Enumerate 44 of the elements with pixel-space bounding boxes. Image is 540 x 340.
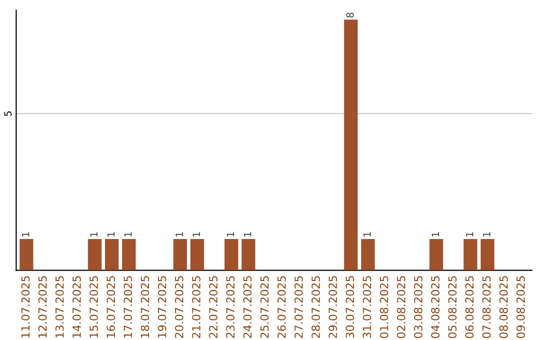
data-label: 1 xyxy=(107,232,115,237)
x-tick-label: 22.07.2025 xyxy=(209,276,218,338)
x-tick-label: 06.08.2025 xyxy=(465,276,474,338)
data-label: 1 xyxy=(90,232,98,237)
x-tick-label: 04.08.2025 xyxy=(431,276,440,338)
x-tick-label: 01.08.2025 xyxy=(380,276,388,338)
x-tick-label: 31.07.2025 xyxy=(362,276,372,338)
x-tick-label: 26.07.2025 xyxy=(277,276,286,338)
data-label: 1 xyxy=(364,232,371,237)
x-tick-label: 21.07.2025 xyxy=(192,276,200,338)
x-tick-label: 27.07.2025 xyxy=(294,276,303,338)
x-tick-label: 07.08.2025 xyxy=(482,276,491,338)
x-tick-label: 12.07.2025 xyxy=(38,276,47,338)
x-tick-label: 19.07.2025 xyxy=(158,276,166,338)
x-tick-label: 28.07.2025 xyxy=(312,276,320,338)
x-tick-label: 20.07.2025 xyxy=(174,276,184,338)
x-tick-label: 14.07.2025 xyxy=(72,276,81,338)
data-label: 1 xyxy=(192,232,200,237)
data-label: 1 xyxy=(22,232,30,237)
data-label: 1 xyxy=(432,232,439,237)
data-label: 1 xyxy=(226,232,234,237)
x-tick-label: 24.07.2025 xyxy=(243,276,252,338)
x-tick-label: 11.07.2025 xyxy=(21,276,30,338)
x-tick-label: 13.07.2025 xyxy=(55,276,64,338)
x-tick-label: 16.07.2025 xyxy=(106,276,116,338)
x-tick-label: 15.07.2025 xyxy=(90,276,98,338)
x-tick-label: 17.07.2025 xyxy=(124,276,132,338)
x-tick-label: 09.08.2025 xyxy=(516,276,525,338)
data-label: 1 xyxy=(483,232,490,237)
x-tick-label: 25.07.2025 xyxy=(260,276,269,338)
x-tick-label: 29.07.2025 xyxy=(328,276,338,338)
y-tick-label: 5 xyxy=(4,111,12,116)
x-tick-label: 30.07.2025 xyxy=(346,276,354,338)
x-tick-label: 03.08.2025 xyxy=(414,276,422,338)
data-label: 1 xyxy=(124,232,132,237)
data-label: 8 xyxy=(346,12,354,18)
data-label: 1 xyxy=(466,232,474,237)
data-label: 1 xyxy=(244,232,252,237)
x-tick-label: 02.08.2025 xyxy=(396,276,406,338)
x-tick-label: 23.07.2025 xyxy=(226,276,235,338)
x-tick-label: 05.08.2025 xyxy=(448,276,457,338)
x-tick-label: 18.07.2025 xyxy=(140,276,150,338)
x-tick-label: 08.08.2025 xyxy=(499,276,508,338)
data-label: 1 xyxy=(176,232,183,237)
